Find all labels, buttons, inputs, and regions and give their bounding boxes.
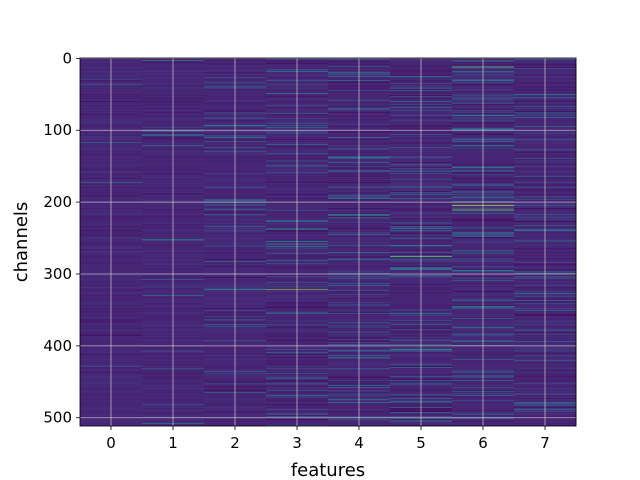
x-tick-label: 6 bbox=[478, 434, 488, 452]
y-tick-label: 200 bbox=[43, 193, 72, 211]
x-tick-label: 7 bbox=[540, 434, 550, 452]
y-axis-title: channels bbox=[11, 202, 32, 283]
plot-frame bbox=[79, 57, 577, 427]
y-tick-label: 100 bbox=[43, 121, 72, 139]
x-tick-label: 5 bbox=[416, 434, 426, 452]
x-tick-label: 4 bbox=[354, 434, 364, 452]
x-tick-label: 1 bbox=[168, 434, 178, 452]
x-tick-label: 0 bbox=[106, 434, 116, 452]
y-tick-label: 0 bbox=[62, 49, 72, 67]
y-tick-label: 500 bbox=[43, 409, 72, 427]
y-tick-label: 300 bbox=[43, 265, 72, 283]
heatmap-plot-area bbox=[79, 57, 577, 427]
x-axis-ticks: 0 1 2 3 4 5 6 7 bbox=[106, 426, 550, 452]
x-tick-label: 3 bbox=[292, 434, 302, 452]
x-axis-title: features bbox=[291, 460, 365, 480]
y-axis-ticks: 0 100 200 300 400 500 bbox=[43, 49, 80, 427]
y-tick-label: 400 bbox=[43, 337, 72, 355]
heatmap-cells bbox=[80, 58, 577, 427]
x-tick-label: 2 bbox=[230, 434, 240, 452]
